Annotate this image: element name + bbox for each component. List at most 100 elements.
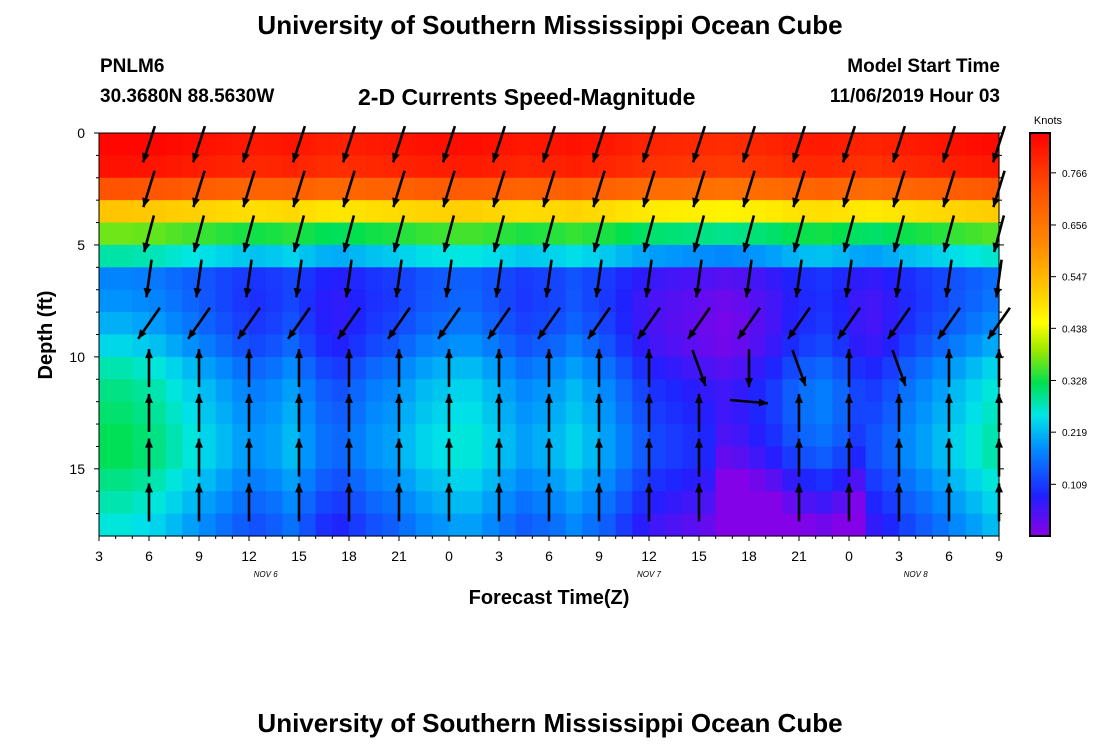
heatmap-cell	[799, 312, 817, 336]
heatmap-cell	[865, 379, 883, 403]
heatmap-cell	[299, 312, 317, 336]
heatmap-cell	[165, 513, 183, 537]
heatmap-cell	[182, 133, 200, 156]
heatmap-cell	[982, 513, 1000, 537]
arrow-head	[195, 393, 203, 403]
arrow-head	[942, 242, 951, 253]
heatmap-cell	[182, 356, 200, 380]
heatmap-cell	[982, 424, 1000, 448]
heatmap-cell	[132, 491, 150, 515]
current-arrow	[245, 393, 253, 432]
arrow-head	[292, 197, 300, 208]
heatmap-cell	[349, 424, 367, 448]
heatmap-cell	[715, 513, 733, 537]
current-arrow	[687, 306, 711, 340]
arrow-head	[942, 197, 950, 208]
heatmap-cell	[765, 222, 783, 246]
arrow-head	[838, 329, 847, 339]
heatmap-cell	[682, 446, 700, 470]
heatmap-cell	[182, 491, 200, 515]
heatmap-cell	[432, 177, 450, 201]
arrow-head	[842, 197, 850, 208]
heatmap-cell	[465, 446, 483, 470]
current-arrow	[242, 170, 256, 208]
heatmap-cell	[165, 424, 183, 448]
heatmap-cell	[882, 289, 900, 313]
heatmap-cell	[415, 244, 433, 268]
heatmap-cell	[899, 244, 917, 268]
arrow-head	[193, 287, 202, 298]
current-arrow	[287, 306, 311, 340]
heatmap-cell	[799, 222, 817, 246]
heatmap-cell	[949, 222, 967, 246]
arrow-head	[343, 287, 352, 298]
current-arrow	[945, 393, 953, 432]
heatmap-cell	[715, 356, 733, 380]
current-arrow	[693, 259, 703, 298]
heatmap-cell	[882, 155, 900, 179]
x-tick-label: 12	[241, 548, 257, 564]
heatmap-cell	[199, 312, 217, 336]
heatmap-cell	[749, 446, 767, 470]
heatmap-cell	[799, 513, 817, 537]
heatmap-cell	[232, 401, 250, 425]
heatmap-cell	[99, 401, 117, 425]
arrow-head	[898, 376, 907, 386]
heatmap-cell	[149, 312, 167, 336]
heatmap-cell	[832, 200, 850, 224]
current-arrow	[141, 125, 157, 163]
heatmap-cell	[949, 133, 967, 156]
heatmap-cell	[365, 401, 383, 425]
heatmap-cell	[332, 513, 350, 537]
heatmap-cell	[282, 513, 300, 537]
heatmap-cell	[865, 244, 883, 268]
heatmap-cell	[682, 289, 700, 313]
heatmap-cell	[132, 468, 150, 492]
heatmap-cell	[832, 491, 850, 515]
arrow-head	[645, 483, 653, 493]
heatmap-cell	[665, 513, 683, 537]
heatmap-cell	[915, 177, 933, 201]
heatmap-cell	[265, 401, 283, 425]
colorbar-tick-label: 0.547	[1062, 273, 1087, 284]
heatmap-cell	[665, 491, 683, 515]
heatmap-cell	[365, 200, 383, 224]
current-arrow	[891, 125, 907, 163]
heatmap-cell	[115, 491, 133, 515]
heatmap-cell	[915, 491, 933, 515]
heatmap-cell	[165, 446, 183, 470]
arrow-head	[595, 438, 603, 448]
heatmap-cell	[132, 155, 150, 179]
x-tick-label: 6	[145, 548, 153, 564]
arrow-head	[688, 329, 697, 339]
heatmap-cell	[249, 334, 267, 358]
heatmap-cell	[715, 222, 733, 246]
heatmap-cell	[165, 379, 183, 403]
heatmap-cell	[765, 379, 783, 403]
heatmap-cell	[232, 356, 250, 380]
x-tick-label: 15	[691, 548, 707, 564]
heatmap-cell	[299, 334, 317, 358]
colorbar-ticks: 0.766 0.656 0.547 0.438 0.328 0.219 0.109	[1050, 169, 1087, 491]
heatmap-cell	[549, 312, 567, 336]
heatmap-cell	[282, 401, 300, 425]
heatmap-cell	[665, 424, 683, 448]
heatmap-cell	[915, 513, 933, 537]
heatmap-cell	[215, 200, 233, 224]
heatmap-cell	[749, 244, 767, 268]
heatmap-cell	[865, 424, 883, 448]
arrow-head	[342, 242, 351, 253]
heatmap-cell	[615, 491, 633, 515]
heatmap-cell	[415, 133, 433, 156]
heatmap-cell	[865, 356, 883, 380]
heatmap-cell	[349, 222, 367, 246]
current-arrow	[592, 215, 606, 253]
heatmap-cell	[582, 424, 600, 448]
heatmap-cell	[549, 267, 567, 291]
heatmap-cell	[115, 222, 133, 246]
heatmap-cell	[432, 446, 450, 470]
heatmap-cell	[232, 379, 250, 403]
heatmap-cell	[632, 133, 650, 156]
arrow-head	[845, 349, 853, 359]
current-arrow	[292, 170, 306, 208]
